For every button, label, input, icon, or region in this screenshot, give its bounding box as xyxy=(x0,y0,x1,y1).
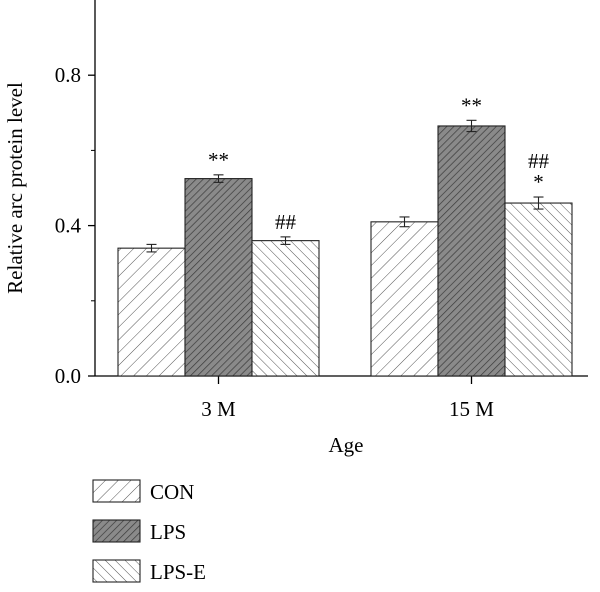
legend-swatch-lps-e xyxy=(92,559,141,583)
bar-lps-1 xyxy=(437,125,506,377)
bar-con-1 xyxy=(370,221,439,377)
bar-lps-e-1 xyxy=(504,202,573,377)
significance-label: ** xyxy=(208,148,229,172)
x-axis-title: Age xyxy=(329,433,364,457)
legend-label-lps: LPS xyxy=(150,520,186,544)
significance-label: ## xyxy=(275,210,297,234)
legend-label-lps-e: LPS-E xyxy=(150,560,206,584)
y-tick-label: 0.0 xyxy=(55,364,81,388)
bar-lps-0 xyxy=(184,178,253,377)
x-tick-label: 15 M xyxy=(449,397,494,421)
legend-label-con: CON xyxy=(150,480,194,504)
legend-swatch-lps xyxy=(92,519,141,543)
y-tick-label: 0.8 xyxy=(55,63,81,87)
legend-swatch-con xyxy=(92,479,141,503)
bar-con-0 xyxy=(117,247,186,377)
y-axis-title: Relative arc protein level xyxy=(3,82,27,294)
bar-lps-e-0 xyxy=(251,240,320,377)
significance-label: ** xyxy=(461,93,482,117)
significance-label: * xyxy=(533,170,544,194)
significance-label: ## xyxy=(528,149,550,173)
y-tick-label: 0.4 xyxy=(55,214,82,238)
x-tick-label: 3 M xyxy=(201,397,236,421)
